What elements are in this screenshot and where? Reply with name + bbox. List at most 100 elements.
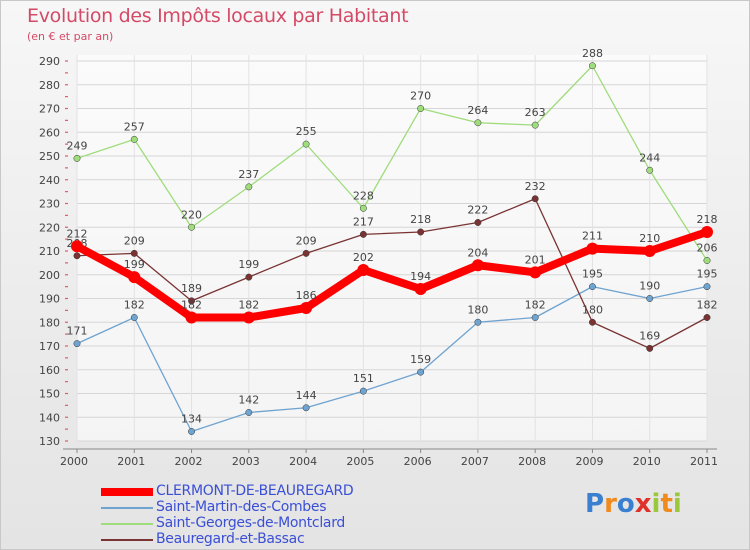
y-tick-label: 270 [39, 103, 60, 116]
data-label: 182 [181, 299, 202, 312]
x-tick-label: 2009 [575, 455, 603, 468]
series-1: 171 182 134 142 144 151 159 180 182 195 190 195 [67, 268, 718, 435]
data-point [245, 183, 253, 191]
data-point [130, 314, 138, 321]
data-label: 206 [697, 242, 718, 255]
data-label: 144 [296, 389, 317, 402]
y-tick-label: 200 [39, 269, 60, 282]
data-point [128, 271, 141, 284]
x-tick-label: 2011 [690, 455, 718, 468]
series-line [76, 198, 708, 350]
data-point [245, 273, 253, 281]
data-label: 134 [181, 413, 202, 426]
proxiti-logo: Proxiti [585, 489, 682, 519]
data-label: 288 [582, 47, 603, 60]
data-label: 180 [582, 303, 603, 316]
y-tick-label: 250 [39, 150, 60, 163]
data-point [357, 264, 370, 276]
data-point [302, 140, 310, 148]
legend-label: Saint-Georges-de-Montclard [156, 515, 345, 531]
data-label: 210 [639, 232, 660, 245]
data-point [531, 314, 539, 321]
data-label: 199 [124, 258, 145, 271]
series-2: 249 257 220 237 255 228 270 264 263 288 244 206 [67, 47, 718, 264]
y-tick-label: 170 [39, 340, 60, 353]
data-point [71, 240, 83, 253]
y-tick-label: 190 [39, 293, 60, 306]
data-point [589, 318, 596, 326]
series-0: 212 199 182 182 186 202 194 204 201 211 210 218 [67, 213, 718, 324]
data-label: 190 [639, 280, 660, 293]
data-point [589, 283, 596, 291]
data-label: 194 [410, 270, 431, 283]
x-tick-label: 2003 [232, 455, 260, 468]
logo-letter: i [651, 489, 661, 519]
data-point [646, 344, 654, 352]
series-line [73, 228, 711, 322]
data-point [188, 223, 195, 231]
data-point [703, 283, 711, 291]
y-tick-label: 210 [39, 245, 60, 258]
data-label: 209 [124, 234, 145, 247]
data-point [245, 409, 253, 416]
data-point [73, 340, 81, 348]
data-label: 211 [582, 230, 603, 243]
data-point [359, 204, 367, 212]
data-point [529, 266, 542, 279]
data-point [185, 311, 198, 324]
data-label: 186 [296, 289, 317, 302]
data-label: 218 [410, 213, 431, 226]
data-point [130, 135, 138, 143]
legend-label: Beauregard-et-Bassac [156, 531, 305, 547]
data-point [474, 119, 482, 127]
x-tick-label: 2006 [404, 455, 432, 468]
gridlines [65, 55, 708, 442]
y-tick-label: 240 [39, 174, 60, 187]
chart-subtitle: (en € et par an) [27, 30, 114, 43]
y-tick-label: 220 [39, 221, 60, 234]
series-3: 208209189199209217218222232180169182 [67, 180, 718, 352]
x-tick-label: 2000 [60, 455, 88, 468]
x-tick-label: 2010 [633, 455, 661, 468]
data-point [646, 166, 654, 174]
data-label: 182 [697, 299, 718, 312]
x-tick-label: 2001 [117, 455, 145, 468]
data-label: 142 [238, 394, 259, 407]
legend-swatch [101, 488, 153, 496]
y-tick-label: 280 [39, 79, 60, 92]
y-tick-label: 260 [39, 126, 60, 139]
data-point [302, 249, 310, 257]
data-label: 204 [467, 246, 488, 259]
x-tick-label: 2002 [175, 455, 203, 468]
data-label: 222 [467, 204, 488, 217]
data-label: 182 [124, 299, 145, 312]
data-label: 249 [67, 139, 88, 152]
series-line [76, 65, 708, 262]
data-point [242, 311, 255, 324]
y-tick-label: 290 [39, 55, 60, 68]
logo-letter: o [616, 489, 635, 519]
data-point [417, 105, 425, 112]
data-point [703, 314, 711, 321]
logo-letter: t [660, 489, 673, 519]
x-tick-label: 2004 [289, 455, 317, 468]
legend-swatch [101, 523, 153, 525]
data-label: 195 [697, 268, 718, 281]
data-point [474, 318, 482, 326]
data-label: 255 [296, 125, 317, 138]
data-point [300, 302, 313, 314]
data-point [417, 368, 425, 376]
data-label: 195 [582, 268, 603, 281]
y-axis-ticks: 130 140 150 160 170 180 190 200 210 220 230 240 250 2… [39, 55, 60, 448]
legend-swatch [101, 507, 153, 509]
y-tick-label: 130 [39, 435, 60, 448]
data-point [643, 245, 656, 257]
data-label: 169 [639, 329, 660, 342]
x-tick-label: 2007 [461, 455, 489, 468]
y-tick-label: 160 [39, 364, 60, 377]
y-tick-label: 150 [39, 388, 60, 401]
data-label: 270 [410, 90, 431, 103]
data-point [302, 404, 310, 412]
legend-label: CLERMONT-DE-BEAUREGARD [156, 483, 354, 499]
